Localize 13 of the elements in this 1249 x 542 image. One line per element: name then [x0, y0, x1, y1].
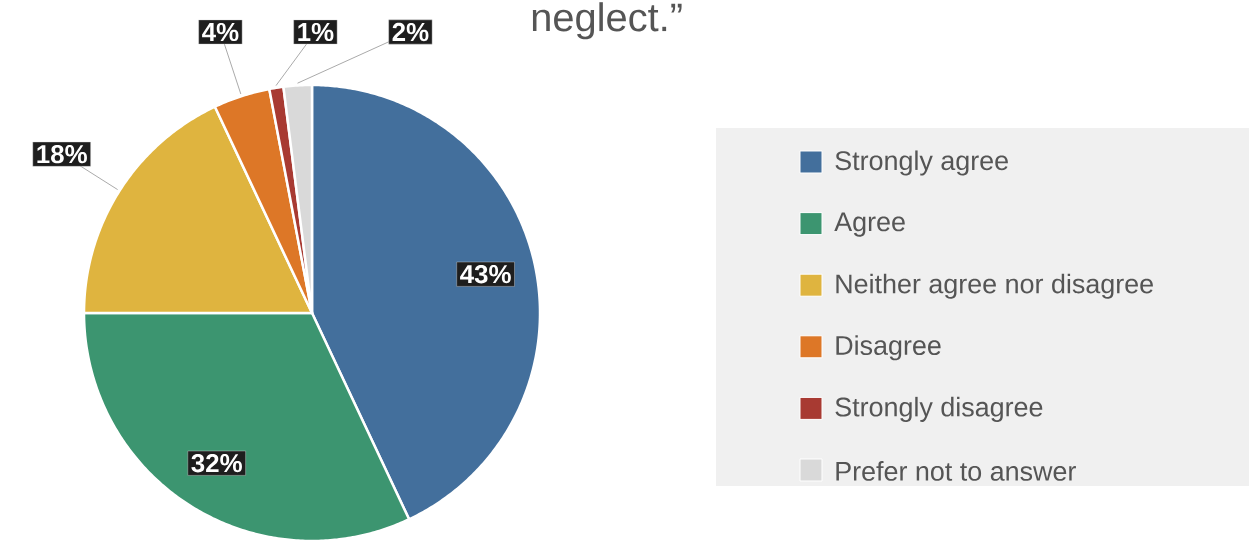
data-label: 1% [298, 22, 334, 41]
legend-label: Neither agree nor disagree [836, 273, 1153, 299]
chart-title: neglect.” [532, 2, 682, 40]
data-label: 32% [191, 453, 242, 473]
legend-label: Disagree [836, 335, 941, 361]
data-label: 18% [37, 144, 87, 164]
legend-label: Agree [834, 212, 905, 237]
legend-label: Strongly disagree [835, 396, 1043, 422]
data-label: 2% [392, 22, 429, 42]
legend-label: Prefer not to answer [836, 461, 1076, 481]
data-label: 43% [460, 264, 511, 284]
legend-label: Strongly agree [835, 150, 1008, 176]
data-label: 4% [202, 22, 239, 41]
